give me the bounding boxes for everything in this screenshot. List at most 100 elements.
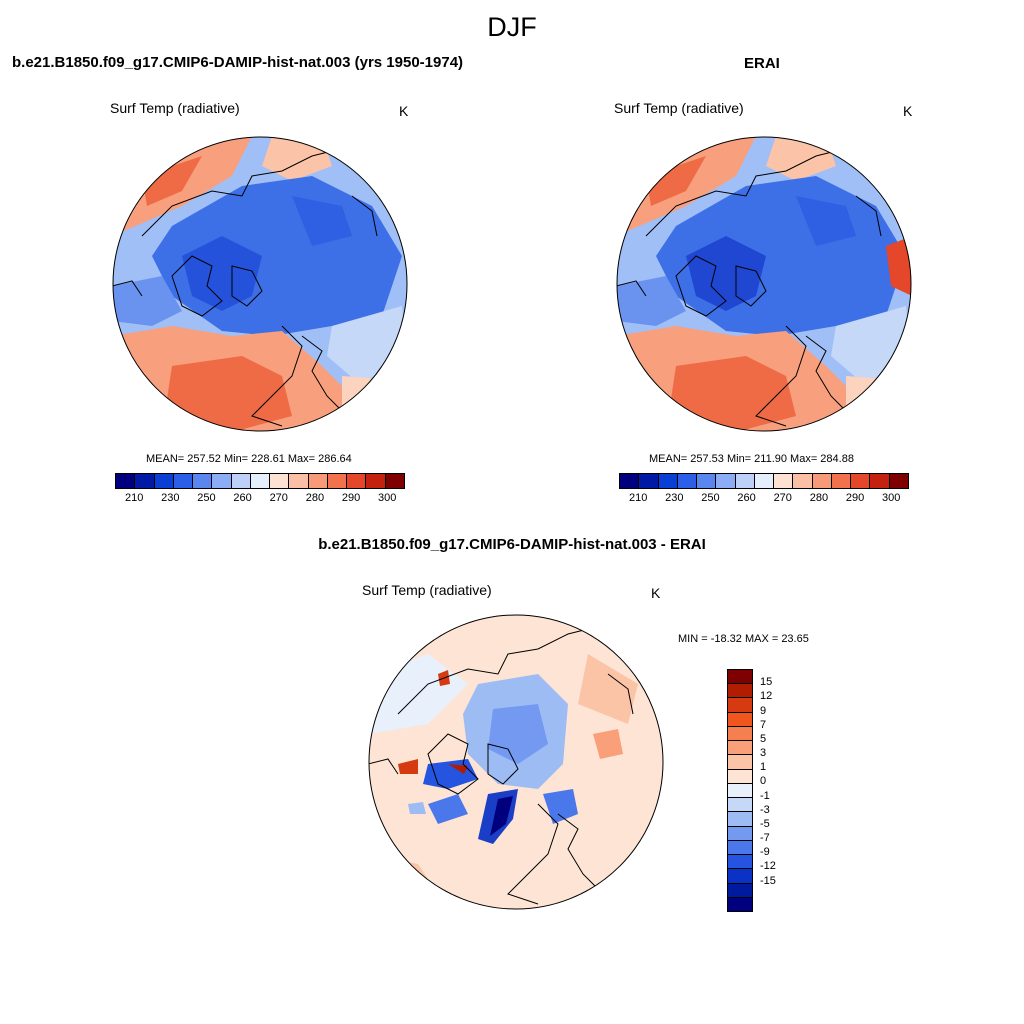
colorbar-swatch [728,839,752,855]
diff-polar-map [368,614,664,915]
diff-colorbar-labels: 15 12 9 7 5 3 1 0 -1 -3 -5 -7 -9 -12 -15 [760,669,800,910]
colorbar-swatch [728,697,752,712]
colorbar-swatch [728,754,752,769]
colorbar-tick-label: 230 [665,492,684,504]
colorbar-swatch [230,474,250,488]
obs-colorbar [619,473,909,489]
colorbar-swatch [728,740,752,755]
colorbar-tick-label: 12 [760,690,773,703]
colorbar-tick-label: 280 [305,492,325,504]
obs-colorbar-labels: 210 230 250 260 270 280 290 300 [619,492,909,508]
colorbar-swatch [384,474,404,488]
colorbar-swatch [728,868,752,883]
colorbar-swatch [728,670,752,684]
colorbar-swatch [728,896,752,911]
colorbar-swatch [753,474,774,488]
colorbar-swatch [811,474,831,488]
obs-polar-map [616,136,912,437]
colorbar-tick-label: -9 [760,846,770,859]
colorbar-tick-label: 270 [773,492,792,504]
obs-panel-title: ERAI [744,55,780,72]
colorbar-tick-label: 3 [760,747,767,760]
colorbar-tick-label: -5 [760,817,770,830]
colorbar-swatch [192,474,212,488]
colorbar-tick-label: 300 [882,492,901,504]
colorbar-swatch [269,474,289,488]
colorbar-tick-label: -15 [760,874,776,887]
colorbar-tick-label: 9 [760,704,767,717]
model-panel-title: b.e21.B1850.f09_g17.CMIP6-DAMIP-hist-nat… [12,54,464,71]
colorbar-swatch [773,474,793,488]
colorbar-tick-label: -3 [760,803,770,816]
colorbar-swatch [792,474,812,488]
colorbar-swatch [850,474,870,488]
model-polar-map [112,136,408,437]
obs-map-svg [616,136,912,432]
colorbar-tick-label: -7 [760,832,770,845]
colorbar-tick-label: -12 [760,860,776,873]
colorbar-tick-label: 260 [233,492,252,504]
colorbar-tick-label: 210 [629,492,648,504]
colorbar-swatch [728,854,752,869]
obs-stats: MEAN= 257.53 Min= 211.90 Max= 284.88 [649,453,854,465]
colorbar-swatch [346,474,366,488]
colorbar-swatch [728,811,752,826]
colorbar-swatch [728,882,752,897]
colorbar-tick-label: 300 [378,492,397,504]
colorbar-tick-label: 7 [760,718,767,731]
diff-panel-title: b.e21.B1850.f09_g17.CMIP6-DAMIP-hist-nat… [318,536,706,553]
colorbar-swatch [728,711,752,726]
colorbar-swatch [365,474,385,488]
colorbar-swatch [728,725,752,741]
colorbar-tick-label: 290 [341,492,361,504]
colorbar-swatch [728,825,752,840]
colorbar-swatch [172,474,193,488]
colorbar-tick-label: 1 [760,761,767,774]
colorbar-swatch [728,768,752,783]
model-map-svg [112,136,408,432]
model-stats: MEAN= 257.52 Min= 228.61 Max= 286.64 [146,453,352,465]
colorbar-tick-label: 0 [760,775,767,788]
colorbar-swatch [288,474,308,488]
colorbar-tick-label: 260 [737,492,756,504]
colorbar-swatch [830,474,851,488]
colorbar-swatch [620,474,639,488]
season-title: DJF [487,12,537,42]
colorbar-swatch [869,474,889,488]
colorbar-swatch [307,474,327,488]
diff-stats: MIN = -18.32 MAX = 23.65 [678,633,809,645]
diff-map-svg [368,614,664,910]
colorbar-swatch [676,474,697,488]
colorbar-swatch [638,474,658,488]
colorbar-tick-label: 5 [760,732,767,745]
colorbar-tick-label: 15 [760,676,773,689]
colorbar-swatch [657,474,677,488]
colorbar-swatch [326,474,347,488]
colorbar-swatch [153,474,173,488]
model-colorbar-labels: 210 230 250 260 270 280 290 300 [115,492,405,508]
colorbar-swatch [888,474,908,488]
colorbar-swatch [728,782,752,798]
colorbar-tick-label: 230 [161,492,180,504]
colorbar-tick-label: 270 [269,492,288,504]
colorbar-swatch [728,683,752,698]
model-variable-label: Surf Temp (radiative) [110,100,240,116]
colorbar-swatch [249,474,270,488]
colorbar-tick-label: 210 [125,492,144,504]
colorbar-swatch [134,474,154,488]
diff-colorbar [727,669,753,912]
colorbar-tick-label: 250 [701,492,720,504]
colorbar-tick-label: 290 [845,492,865,504]
diff-variable-label: Surf Temp (radiative) [362,582,492,598]
obs-variable-label: Surf Temp (radiative) [614,100,744,116]
model-units-label: K [399,103,409,119]
colorbar-swatch [696,474,716,488]
colorbar-tick-label: -1 [760,789,770,802]
colorbar-swatch [116,474,135,488]
colorbar-swatch [728,797,752,812]
model-colorbar [115,473,405,489]
colorbar-tick-label: 280 [809,492,829,504]
obs-units-label: K [903,103,913,119]
diff-units-label: K [651,585,661,601]
colorbar-swatch [734,474,754,488]
